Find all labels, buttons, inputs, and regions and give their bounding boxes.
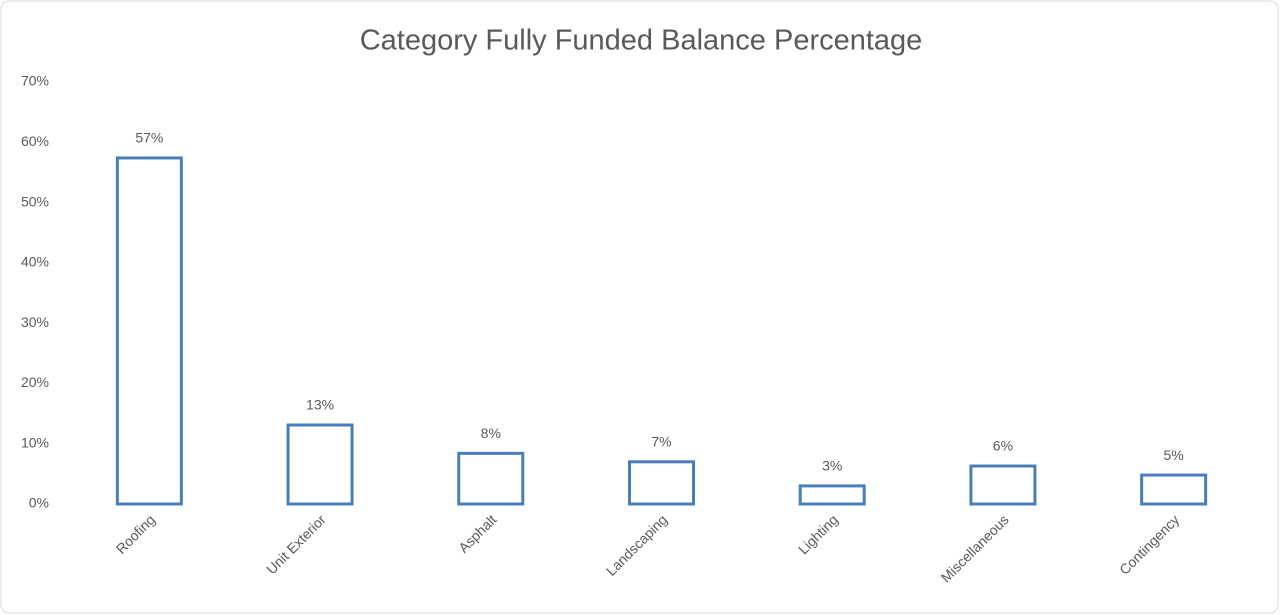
y-tick-label: 40% bbox=[21, 254, 49, 270]
bar bbox=[1140, 473, 1208, 506]
bar bbox=[628, 460, 695, 506]
y-tick-label: 10% bbox=[21, 434, 49, 450]
value-label: 8% bbox=[481, 425, 501, 441]
y-tick-label: 20% bbox=[21, 374, 49, 390]
value-label: 5% bbox=[1164, 447, 1184, 463]
bar bbox=[969, 464, 1037, 506]
value-label: 7% bbox=[651, 434, 671, 450]
bar bbox=[457, 451, 525, 506]
y-tick-label: 60% bbox=[21, 133, 49, 149]
y-tick-label: 30% bbox=[21, 314, 49, 330]
value-label: 3% bbox=[822, 458, 842, 474]
value-label: 57% bbox=[135, 130, 163, 146]
y-tick-label: 0% bbox=[29, 495, 49, 511]
y-tick-label: 70% bbox=[21, 73, 49, 89]
bar bbox=[798, 484, 866, 506]
bar bbox=[115, 156, 183, 506]
bar bbox=[286, 423, 354, 506]
value-label: 6% bbox=[993, 438, 1013, 454]
chart-title: Category Fully Funded Balance Percentage bbox=[360, 25, 923, 57]
y-tick-label: 50% bbox=[21, 193, 49, 209]
value-label: 13% bbox=[306, 397, 334, 413]
